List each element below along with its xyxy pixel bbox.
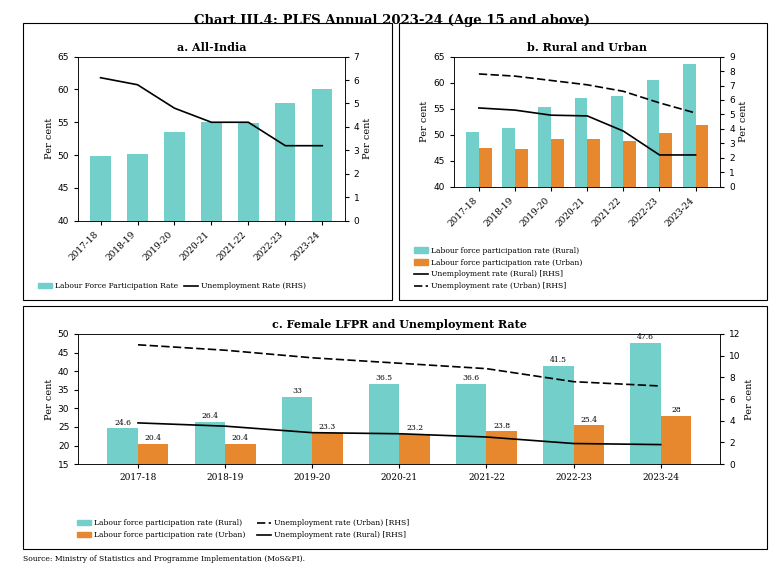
Bar — [611, 96, 623, 395]
Y-axis label: Per cent: Per cent — [45, 118, 53, 159]
Legend: Labour force participation rate (Rural), Labour force participation rate (Urban): Labour force participation rate (Rural),… — [411, 244, 585, 293]
Text: 47.6: 47.6 — [637, 333, 654, 341]
Bar — [539, 107, 551, 395]
Bar — [486, 431, 517, 520]
Text: 20.4: 20.4 — [145, 434, 162, 442]
Bar — [128, 154, 148, 483]
Text: 41.5: 41.5 — [550, 355, 567, 364]
Bar — [575, 98, 587, 395]
Text: 23.8: 23.8 — [493, 422, 511, 430]
Legend: Labour force participation rate (Rural), Labour force participation rate (Urban): Labour force participation rate (Rural),… — [74, 516, 412, 542]
Bar — [630, 343, 661, 520]
Text: Chart III.4: PLFS Annual 2023-24 (Age 15 and above): Chart III.4: PLFS Annual 2023-24 (Age 15… — [193, 14, 590, 27]
Bar — [466, 132, 479, 395]
Bar — [225, 444, 255, 520]
Bar — [503, 128, 515, 395]
Text: 20.4: 20.4 — [232, 434, 249, 442]
Bar — [456, 384, 486, 520]
Text: 26.4: 26.4 — [201, 412, 218, 420]
Bar — [551, 139, 564, 395]
Bar — [107, 428, 138, 520]
Y-axis label: Per cent: Per cent — [739, 101, 749, 142]
Bar — [659, 133, 672, 395]
Legend: Labour Force Participation Rate, Unemployment Rate (RHS): Labour Force Participation Rate, Unemplo… — [35, 279, 309, 293]
Text: 36.5: 36.5 — [376, 374, 392, 382]
Bar — [574, 426, 604, 520]
Bar — [515, 149, 528, 395]
Bar — [312, 433, 343, 520]
Bar — [90, 156, 110, 483]
Text: 23.2: 23.2 — [406, 424, 423, 432]
Bar — [201, 122, 222, 483]
Bar — [661, 416, 691, 520]
Text: 23.3: 23.3 — [319, 423, 336, 431]
Text: 36.6: 36.6 — [463, 374, 480, 382]
Text: 33: 33 — [292, 387, 302, 395]
Bar — [195, 422, 225, 520]
Y-axis label: Per cent: Per cent — [420, 101, 429, 142]
Bar — [282, 397, 312, 520]
Text: 25.4: 25.4 — [580, 415, 597, 423]
Bar — [623, 141, 636, 395]
Title: b. Rural and Urban: b. Rural and Urban — [527, 42, 648, 53]
Bar — [238, 123, 258, 483]
Text: 24.6: 24.6 — [114, 418, 132, 427]
Title: c. Female LFPR and Unemployment Rate: c. Female LFPR and Unemployment Rate — [272, 319, 527, 331]
Bar — [164, 132, 185, 483]
Bar — [695, 125, 709, 395]
Bar — [138, 444, 168, 520]
Bar — [479, 148, 492, 395]
Y-axis label: Per cent: Per cent — [45, 379, 53, 419]
Bar — [587, 139, 600, 395]
Bar — [399, 434, 430, 520]
Bar — [647, 80, 659, 395]
Bar — [275, 103, 295, 483]
Bar — [683, 65, 695, 395]
Bar — [543, 366, 574, 520]
Y-axis label: Per cent: Per cent — [363, 118, 373, 159]
Bar — [369, 384, 399, 520]
Text: 28: 28 — [671, 406, 680, 414]
Text: Source: Ministry of Statistics and Programme Implementation (MoS&PI).: Source: Ministry of Statistics and Progr… — [23, 555, 305, 563]
Title: a. All-India: a. All-India — [177, 42, 246, 53]
Y-axis label: Per cent: Per cent — [745, 379, 754, 419]
Bar — [312, 89, 333, 483]
